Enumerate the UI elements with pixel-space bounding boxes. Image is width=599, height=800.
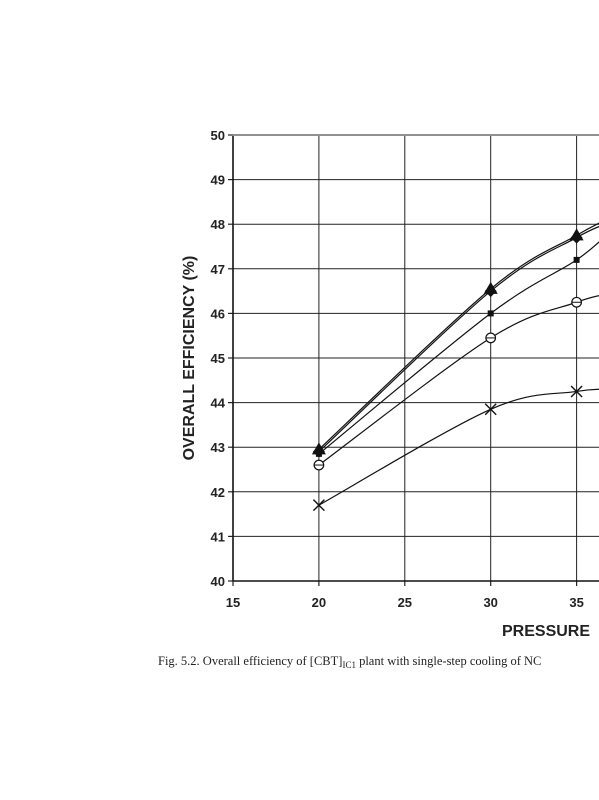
grid (232, 134, 599, 582)
caption-suffix: plant with single-step cooling of NC (356, 654, 541, 668)
y-tick-label: 43 (211, 440, 225, 455)
y-tick-label: 42 (211, 485, 225, 500)
x-tick-label: 15 (226, 595, 240, 610)
x-axis-title: PRESSURE (502, 623, 590, 640)
square-marker (315, 450, 322, 457)
y-tick-label: 45 (211, 351, 225, 366)
axes (228, 134, 599, 586)
series (311, 222, 599, 512)
y-tick-label: 41 (211, 529, 225, 544)
x-tick-label: 30 (483, 595, 497, 610)
series-diamond (312, 225, 599, 458)
series-circle (313, 294, 599, 471)
y-tick-label: 46 (211, 306, 225, 321)
y-tick-label: 47 (211, 262, 225, 277)
figure-caption: Fig. 5.2. Overall efficiency of [CBT]IC1… (158, 654, 541, 670)
diamond-marker (570, 231, 583, 244)
series-line (318, 388, 599, 506)
tick-labels: 40 41 42 43 44 45 46 47 48 49 50 15 20 25 30 35 (211, 128, 584, 610)
y-tick-label: 49 (211, 173, 225, 188)
x-marker-stroke (484, 403, 497, 416)
caption-prefix: Fig. 5.2. Overall efficiency of [CBT] (158, 654, 342, 668)
x-marker-stroke (570, 385, 583, 398)
x-tick-label: 25 (398, 595, 412, 610)
series-triangle (311, 222, 599, 455)
x-marker-stroke (312, 499, 325, 512)
x-tick-label: 20 (312, 595, 326, 610)
series-line (318, 225, 599, 453)
caption-subscript: IC1 (342, 660, 356, 670)
y-tick-label: 40 (211, 574, 225, 589)
y-tick-label: 50 (211, 128, 225, 143)
square-marker (573, 256, 580, 263)
series-x (312, 385, 599, 512)
y-axis-title: OVERALL EFFICIENCY (%) (181, 256, 198, 461)
y-tick-label: 44 (211, 396, 226, 411)
x-tick-label: 35 (569, 595, 583, 610)
series-line (318, 241, 599, 455)
y-tick-label: 48 (211, 217, 225, 232)
diamond-marker (484, 285, 497, 298)
series-square (315, 241, 599, 457)
series-line (318, 294, 599, 466)
square-marker (487, 310, 494, 317)
series-line (318, 222, 599, 450)
